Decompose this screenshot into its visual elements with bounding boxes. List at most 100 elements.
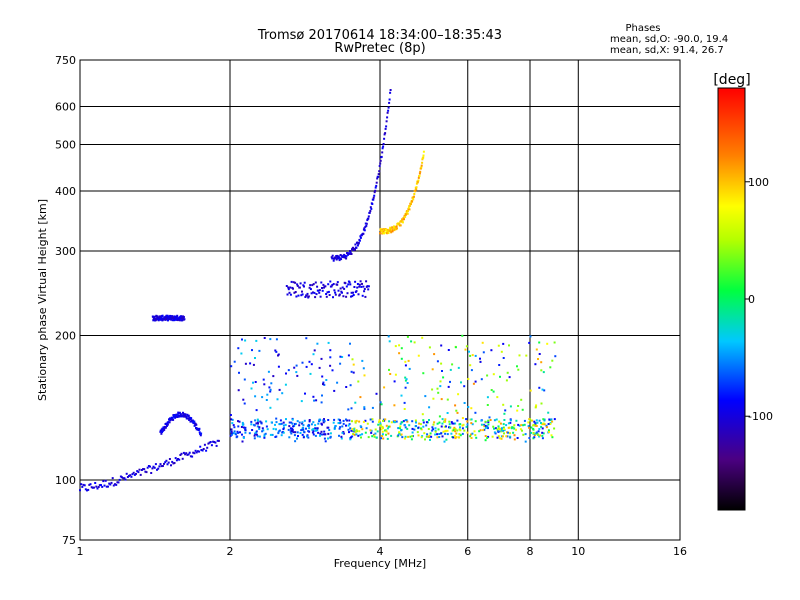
echo-point	[137, 471, 140, 474]
echo-point	[240, 426, 243, 428]
echo-point	[401, 221, 404, 224]
echo-point	[517, 423, 520, 426]
echo-point	[377, 175, 380, 178]
echo-point	[135, 472, 137, 475]
echo-point	[404, 215, 407, 218]
echo-point	[400, 433, 403, 436]
echo-point	[382, 230, 385, 233]
echo-point	[410, 340, 413, 343]
echo-point	[365, 427, 368, 430]
echo-point	[297, 435, 299, 437]
echo-point	[233, 426, 236, 429]
echo-point	[319, 295, 322, 298]
echo-point	[322, 381, 325, 384]
echo-point	[185, 452, 188, 455]
echo-point	[404, 426, 407, 429]
echo-point	[169, 419, 172, 422]
echo-point	[254, 357, 256, 359]
echo-point	[421, 158, 424, 161]
echo-point	[323, 437, 326, 440]
echo-point	[533, 434, 536, 436]
echo-point	[374, 432, 377, 435]
echo-point	[463, 385, 466, 388]
colorbar-ticks: 100 0 -100	[745, 176, 773, 423]
echo-point	[522, 433, 525, 436]
echo-point	[201, 449, 204, 452]
echo-point	[187, 414, 190, 417]
echo-point	[111, 477, 114, 480]
echo-point	[341, 286, 344, 289]
echo-point	[292, 431, 295, 434]
echo-point	[399, 425, 402, 428]
echo-point	[471, 423, 474, 426]
echo-point	[162, 429, 165, 432]
echo-point	[329, 364, 332, 367]
echo-point	[461, 334, 464, 337]
echo-point	[314, 424, 317, 427]
echo-point	[351, 295, 354, 298]
echo-point	[376, 430, 379, 433]
echo-point	[469, 364, 472, 367]
echo-point	[467, 406, 470, 408]
echo-point	[297, 294, 300, 297]
echo-point	[543, 389, 546, 392]
echo-point	[436, 433, 439, 436]
echo-point	[432, 397, 435, 400]
colorbar-tick-label: 100	[748, 176, 769, 189]
echo-point	[265, 399, 268, 401]
echo-point	[542, 422, 545, 425]
phases-x-line: mean, sd,X: 91.4, 26.7	[610, 45, 724, 56]
echo-point	[360, 436, 362, 439]
echo-point	[415, 421, 417, 424]
echo-point	[459, 429, 462, 432]
echo-point	[164, 461, 167, 464]
echo-point	[377, 173, 380, 176]
echo-point	[358, 239, 361, 242]
echo-point	[379, 229, 382, 231]
echo-point	[97, 486, 100, 488]
echo-point	[301, 428, 304, 431]
echo-point	[466, 431, 469, 434]
echo-point	[482, 429, 485, 432]
echo-point	[381, 435, 384, 437]
echo-point	[254, 432, 257, 435]
echo-point	[484, 435, 487, 437]
echo-point	[195, 423, 198, 426]
echo-point	[243, 402, 246, 405]
echo-point	[339, 355, 342, 358]
echo-point	[100, 484, 102, 487]
echo-point	[499, 430, 502, 433]
echo-point	[230, 430, 233, 433]
echo-point	[374, 186, 377, 189]
echo-point	[365, 222, 368, 225]
echo-point	[417, 354, 420, 357]
echo-point	[199, 445, 202, 448]
echo-point	[500, 350, 503, 353]
echo-point	[344, 255, 347, 258]
echo-point	[422, 425, 425, 428]
echo-point	[523, 423, 526, 426]
echo-point	[261, 427, 264, 430]
echo-point	[355, 246, 358, 249]
echo-point	[289, 286, 292, 289]
echo-point	[229, 434, 232, 437]
echo-point	[338, 293, 341, 296]
echo-point	[394, 345, 397, 348]
echo-point	[408, 205, 411, 207]
echo-point	[499, 437, 501, 440]
echo-point	[357, 241, 360, 244]
echo-point	[454, 346, 457, 349]
echo-point	[310, 423, 313, 426]
echo-point	[314, 427, 316, 430]
echo-point	[453, 434, 456, 437]
echo-point	[333, 389, 336, 392]
echo-point	[188, 451, 191, 454]
echo-point	[237, 425, 240, 428]
echo-point	[352, 429, 355, 432]
echo-point	[354, 243, 357, 246]
echo-point	[421, 161, 424, 164]
echo-point	[465, 345, 468, 348]
echo-point	[312, 430, 315, 433]
echo-point	[420, 427, 422, 430]
echo-point	[288, 291, 291, 294]
